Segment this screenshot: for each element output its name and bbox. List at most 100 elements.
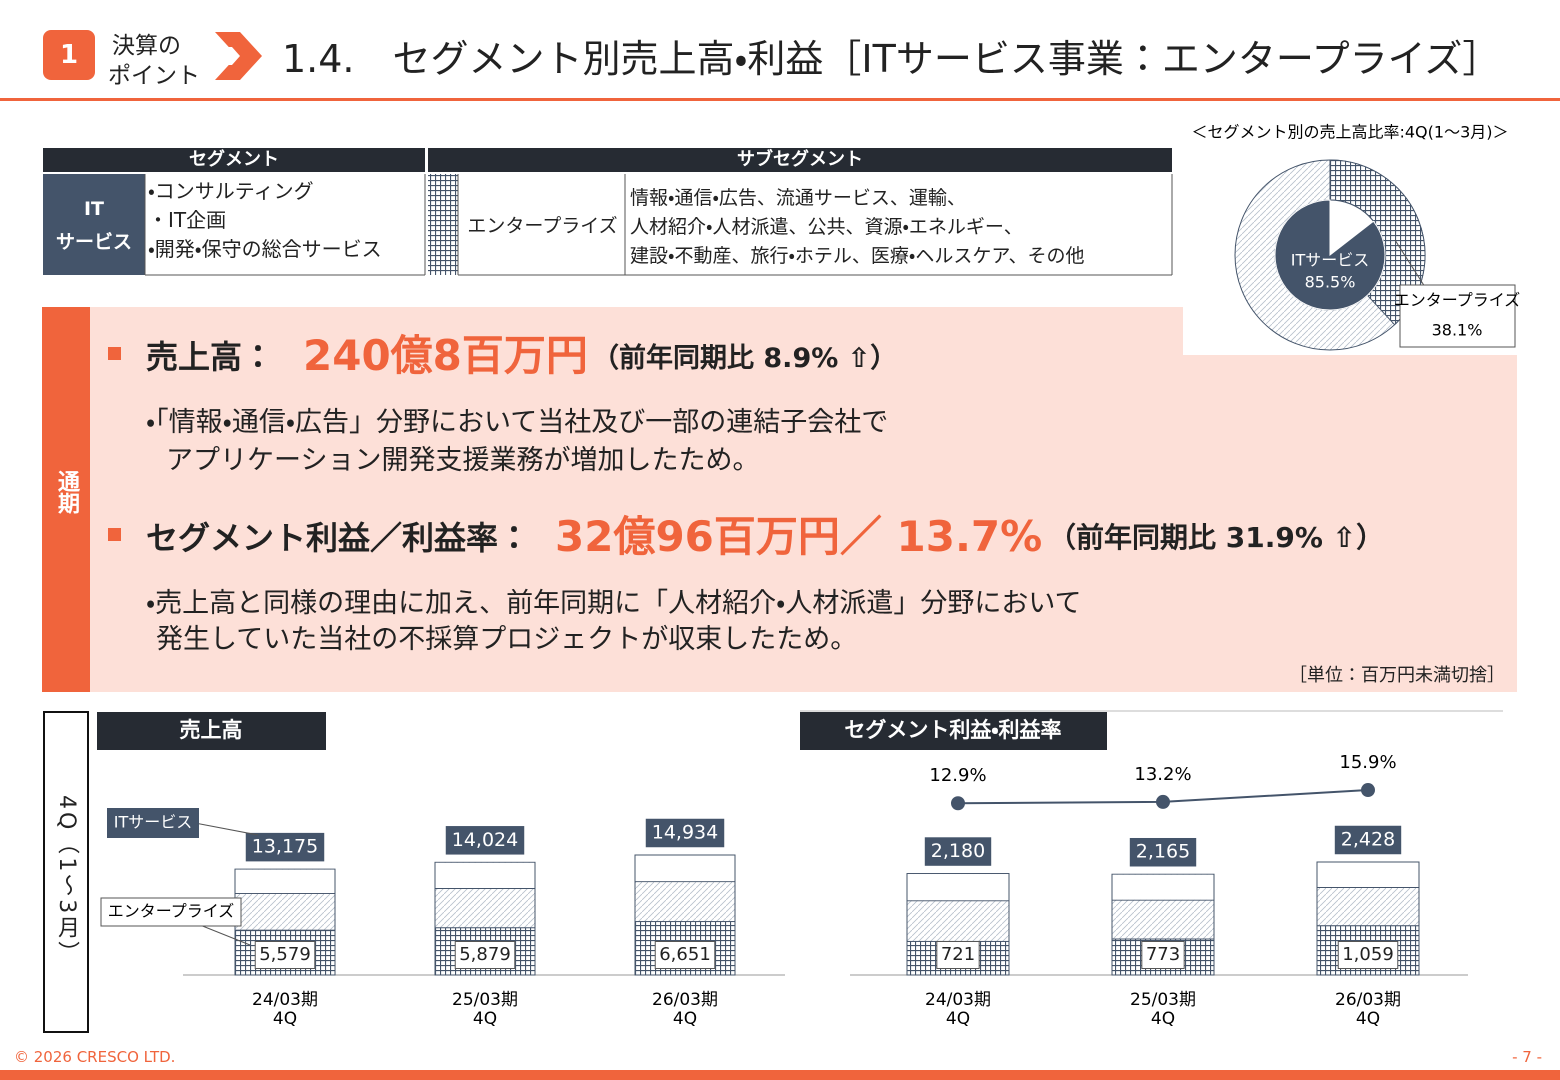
value-label: 721 bbox=[941, 944, 975, 965]
summary-bg bbox=[90, 355, 1517, 692]
bullet bbox=[108, 528, 121, 541]
value-label-box bbox=[445, 826, 525, 855]
value-label: 2,165 bbox=[1136, 841, 1190, 863]
sales-yoy: （前年同期比 8.9% ⇧） bbox=[592, 343, 898, 374]
profit-yoy: （前年同期比 31.9% ⇧） bbox=[1048, 521, 1385, 554]
legend-leader bbox=[194, 822, 259, 836]
pie-value: 85.5% bbox=[1305, 273, 1356, 292]
value-label-box bbox=[1334, 825, 1402, 855]
segment-name: サービス bbox=[55, 231, 132, 253]
line-point bbox=[1156, 794, 1170, 809]
chart-title: 売上高 bbox=[180, 718, 243, 742]
x-tick-label: 4Q bbox=[946, 1009, 970, 1029]
hatch-cell bbox=[428, 174, 458, 275]
summary-bg bbox=[90, 307, 1183, 357]
bar-top bbox=[907, 874, 1009, 901]
value-label-box bbox=[924, 837, 992, 866]
chart-title: セグメント利益・利益率 bbox=[844, 718, 1061, 742]
sales-label: 売上高： bbox=[146, 338, 275, 376]
field: 人材紹介・人材派遣、公共、資源・エネルギー、 bbox=[630, 216, 1023, 238]
x-tick-label: 4Q bbox=[1356, 1009, 1380, 1029]
page-title: 1.4. セグメント別売上高・利益［ITサービス事業：エンタープライズ］ bbox=[282, 37, 1501, 81]
field: 建設・不動産、旅行・ホテル、医療・ヘルスケア、その他 bbox=[630, 245, 1085, 267]
line-value-label: 12.9% bbox=[929, 765, 986, 786]
table-header: サブセグメント bbox=[737, 149, 863, 170]
field: 情報・通信・広告、流通サービス、運輸、 bbox=[630, 187, 966, 209]
bar-top bbox=[1317, 862, 1419, 887]
profit-amount: 32億96百万円／ 13.7% bbox=[555, 512, 1043, 561]
segment-item: ・コンサルティング bbox=[148, 179, 314, 203]
value-label: 2,428 bbox=[1341, 829, 1395, 851]
table-lines bbox=[144, 174, 1173, 276]
bar-top bbox=[235, 869, 335, 894]
x-tick-label: 24/03期 bbox=[252, 990, 318, 1010]
value-label-box bbox=[1141, 941, 1185, 969]
legend-label: ITサービス bbox=[114, 813, 193, 832]
bar-top bbox=[435, 862, 535, 888]
value-label: 14,934 bbox=[652, 822, 718, 844]
value-label: 6,651 bbox=[659, 944, 711, 965]
value-label-box bbox=[254, 941, 316, 969]
badge: 1 bbox=[59, 40, 79, 70]
value-label-box bbox=[645, 818, 725, 848]
x-tick-label: 4Q bbox=[1151, 1009, 1175, 1029]
value-label-box bbox=[936, 941, 980, 969]
period-label: 通期 bbox=[54, 470, 79, 514]
copyright: © 2026 CRESCO LTD. bbox=[14, 1048, 176, 1066]
bullet bbox=[108, 347, 121, 360]
page-number: - 7 - bbox=[1512, 1048, 1542, 1066]
section-label: ポイント bbox=[108, 63, 200, 89]
line-point bbox=[1361, 783, 1375, 798]
reason: ・「情報・通信・広告」分野において当社及び一部の連結子会社で bbox=[146, 407, 889, 438]
x-tick-label: 24/03期 bbox=[925, 990, 991, 1010]
header-rule bbox=[0, 98, 1560, 101]
reason: 発生していた当社の不採算プロジェクトが収束したため。 bbox=[156, 624, 858, 655]
x-tick-label: 4Q bbox=[273, 1009, 297, 1029]
badge-box bbox=[43, 30, 95, 80]
legend-box bbox=[100, 897, 242, 927]
segment-cell bbox=[43, 174, 145, 275]
x-tick-label: 26/03期 bbox=[652, 990, 718, 1010]
segment-item: ・IT企画 bbox=[148, 208, 227, 232]
value-label-box bbox=[454, 941, 516, 969]
pie-slice bbox=[1274, 199, 1386, 311]
value-label: 5,579 bbox=[259, 944, 311, 965]
value-label-box bbox=[1129, 837, 1197, 867]
legend-label: エンタープライズ bbox=[108, 902, 235, 921]
value-label: 773 bbox=[1146, 944, 1180, 965]
x-tick-label: 4Q bbox=[673, 1009, 697, 1029]
segment-item: ・開発・保守の総合サービス bbox=[148, 237, 382, 261]
line-value-label: 13.2% bbox=[1134, 764, 1191, 785]
subsegment: エンタープライズ bbox=[467, 215, 618, 237]
legend-leader bbox=[199, 924, 251, 946]
table-header: セグメント bbox=[189, 149, 279, 170]
x-tick-label: 25/03期 bbox=[1130, 990, 1196, 1010]
value-label-box bbox=[1337, 941, 1399, 969]
value-label: 2,180 bbox=[931, 840, 985, 862]
chart-title: ＜セグメント別の売上高比率:4Q(1～3月)＞ bbox=[1191, 123, 1508, 142]
line-value-label: 15.9% bbox=[1339, 752, 1396, 773]
value-label: 1,059 bbox=[1342, 944, 1394, 965]
quarter-box bbox=[43, 711, 89, 1033]
value-label-box bbox=[654, 941, 716, 969]
unit-note: ［単位：百万円未満切捨］ bbox=[1289, 665, 1505, 686]
quarter-label: 4Q（1～3月） bbox=[54, 795, 79, 967]
value-label: 5,879 bbox=[459, 944, 511, 965]
sales-amount: 240億8百万円 bbox=[303, 331, 588, 380]
segment-name: IT bbox=[83, 198, 105, 220]
chart-title-bg bbox=[97, 712, 326, 750]
bar-top bbox=[1112, 874, 1214, 900]
value-label: 13,175 bbox=[252, 836, 318, 858]
pie-label: エンタープライズ bbox=[1394, 291, 1521, 310]
table-header-bg bbox=[43, 148, 425, 172]
x-tick-label: 4Q bbox=[473, 1009, 497, 1029]
x-tick-label: 26/03期 bbox=[1335, 990, 1401, 1010]
section-label: 決算の bbox=[112, 33, 181, 59]
footer-bar bbox=[0, 1070, 1560, 1080]
bar-top bbox=[635, 855, 735, 882]
logo bbox=[215, 32, 262, 80]
